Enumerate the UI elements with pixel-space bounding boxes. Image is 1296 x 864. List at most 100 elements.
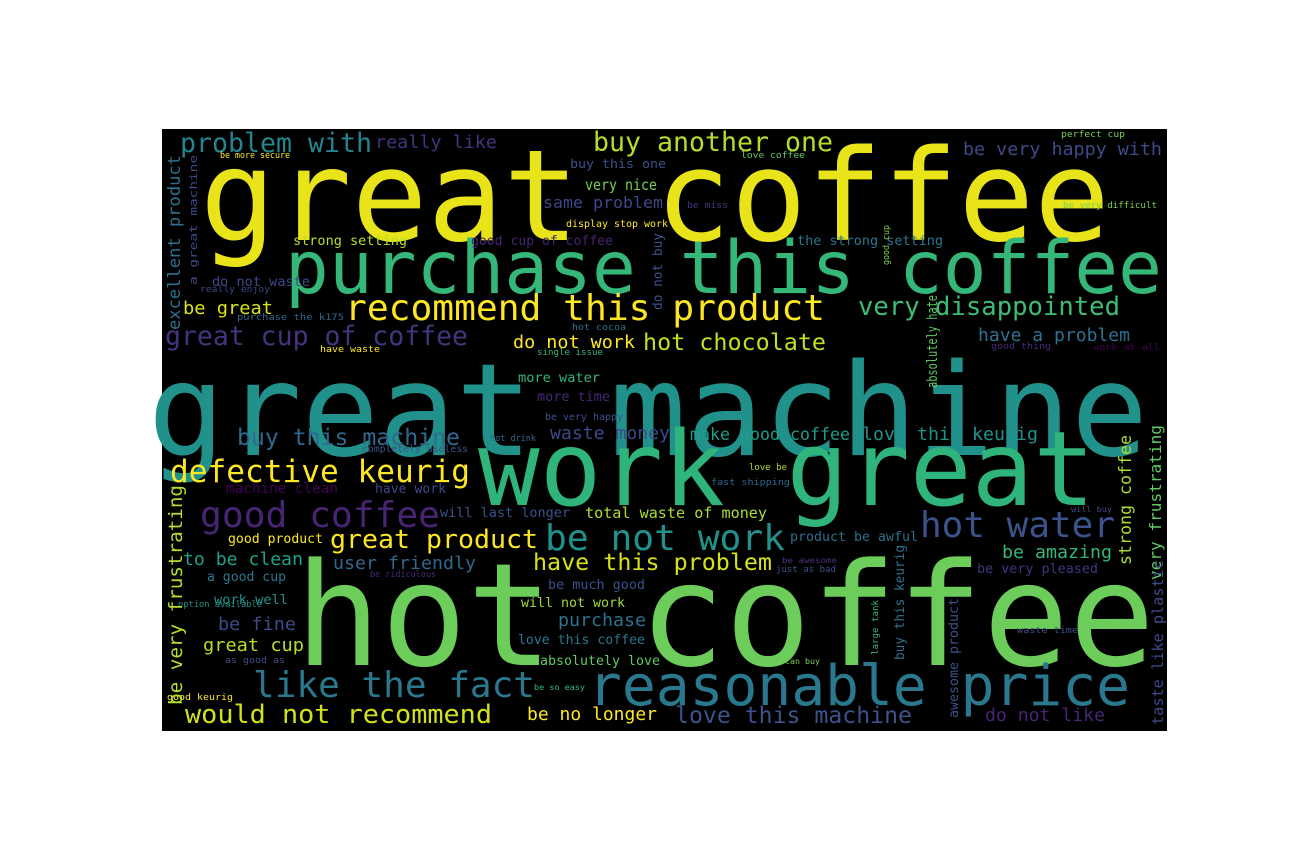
word: problem with bbox=[180, 128, 372, 159]
word: as good as bbox=[225, 656, 285, 666]
word: love this machine bbox=[675, 703, 912, 729]
word: work at all bbox=[1093, 343, 1160, 353]
word: love be bbox=[749, 463, 787, 473]
word: be amazing bbox=[1002, 542, 1112, 563]
word: be much good bbox=[548, 577, 645, 593]
word: great coffee bbox=[200, 122, 1110, 270]
word: do not buy bbox=[651, 233, 666, 310]
word: just as bad bbox=[776, 565, 836, 575]
word: will last longer bbox=[440, 505, 570, 521]
word: a great machine bbox=[187, 155, 200, 285]
word: be awesome bbox=[782, 556, 837, 565]
word: like the fact bbox=[253, 665, 535, 706]
word: do not like bbox=[985, 705, 1105, 726]
word: great product bbox=[330, 525, 538, 555]
word: strong setting bbox=[293, 233, 407, 249]
word: good coffee bbox=[200, 495, 440, 536]
word: the strong setting bbox=[797, 233, 943, 249]
word: would not recommend bbox=[185, 700, 492, 730]
word: do not waste bbox=[212, 274, 310, 290]
word: strong coffee bbox=[1116, 435, 1136, 565]
word: reasonable price bbox=[588, 654, 1130, 719]
word: buy this keurig bbox=[893, 545, 908, 660]
word: really like bbox=[375, 132, 497, 153]
word: be fine bbox=[218, 614, 296, 635]
word: total waste of money bbox=[585, 504, 767, 522]
word-cloud: great coffee great machine hot coffee work … bbox=[148, 122, 1167, 730]
word: more time bbox=[537, 389, 610, 405]
word: recommend this product bbox=[345, 288, 825, 329]
word: same problem bbox=[543, 193, 663, 212]
word: absolutely love bbox=[540, 653, 660, 669]
word: be so easy bbox=[534, 683, 585, 692]
word: display stop work bbox=[566, 219, 668, 230]
word: make good coffee bbox=[690, 425, 850, 444]
word: buy this one bbox=[570, 157, 666, 171]
word: absolutely hate bbox=[925, 295, 941, 388]
word: be very difficult bbox=[1063, 201, 1157, 211]
word: defective keurig bbox=[170, 454, 470, 490]
word: purchase bbox=[558, 610, 646, 631]
word: machine clean bbox=[226, 481, 338, 497]
word: hot coffee bbox=[295, 532, 1155, 699]
word: hot chocolate bbox=[643, 330, 826, 356]
word: hot cocoa bbox=[572, 323, 626, 333]
word: have this problem bbox=[533, 550, 772, 576]
word: purchase the k175 bbox=[237, 313, 344, 323]
word: work well bbox=[214, 592, 288, 608]
word: user friendly bbox=[333, 553, 476, 574]
word: single issue bbox=[537, 348, 603, 358]
word: have a problem bbox=[978, 325, 1130, 346]
word: buy another one bbox=[593, 127, 833, 158]
word: will not work bbox=[521, 595, 625, 611]
word: be not work bbox=[545, 518, 785, 559]
word: hot drink bbox=[490, 434, 537, 444]
word: perfect cup bbox=[1061, 130, 1125, 140]
word: great cup of coffee bbox=[165, 321, 468, 352]
word: waste money bbox=[550, 423, 670, 444]
word: product be awful bbox=[790, 529, 918, 545]
word: awesome product bbox=[947, 598, 962, 718]
word: completely useless bbox=[362, 444, 468, 455]
word: do not work bbox=[513, 332, 635, 353]
word: have waste bbox=[320, 345, 380, 355]
word: really enjoy bbox=[200, 285, 271, 295]
word: can buy bbox=[785, 657, 820, 666]
word: fast shipping bbox=[711, 478, 790, 488]
word: love this coffee bbox=[518, 632, 645, 648]
word: good thing bbox=[991, 342, 1051, 352]
word: love coffee bbox=[741, 151, 805, 161]
word: good cup of coffee bbox=[471, 234, 613, 249]
word: great cup bbox=[203, 635, 304, 656]
word: purchase this coffee bbox=[285, 226, 1162, 311]
word: good cup bbox=[882, 225, 892, 265]
word: great machine bbox=[148, 337, 1148, 486]
word: be ridiculous bbox=[370, 570, 436, 580]
word: be miss bbox=[687, 201, 728, 211]
word: more water bbox=[518, 370, 600, 386]
word: a good cup bbox=[207, 569, 286, 585]
word: very disappointed bbox=[858, 292, 1120, 322]
word: be very happy bbox=[545, 412, 623, 423]
word: will buy bbox=[1071, 505, 1112, 514]
word: be great bbox=[183, 298, 273, 319]
word: be very frustrating bbox=[165, 485, 187, 705]
word: be very pleased bbox=[977, 561, 1098, 577]
word: love this keurig bbox=[862, 424, 1038, 445]
word: good keurig bbox=[167, 693, 233, 703]
word: excellent product bbox=[165, 155, 185, 330]
word: buy this machine bbox=[237, 425, 460, 451]
word: large tank bbox=[871, 599, 881, 655]
word: have work bbox=[375, 481, 446, 497]
word: be no longer bbox=[527, 704, 657, 725]
word: hot water bbox=[920, 505, 1115, 546]
word: to be clean bbox=[183, 549, 303, 570]
word: very nice bbox=[585, 176, 657, 194]
word: be more secure bbox=[220, 151, 290, 161]
word: waste time bbox=[1017, 626, 1078, 636]
cloud-background bbox=[162, 129, 1167, 731]
word: option available bbox=[178, 600, 262, 610]
word: be very happy with bbox=[963, 139, 1162, 160]
